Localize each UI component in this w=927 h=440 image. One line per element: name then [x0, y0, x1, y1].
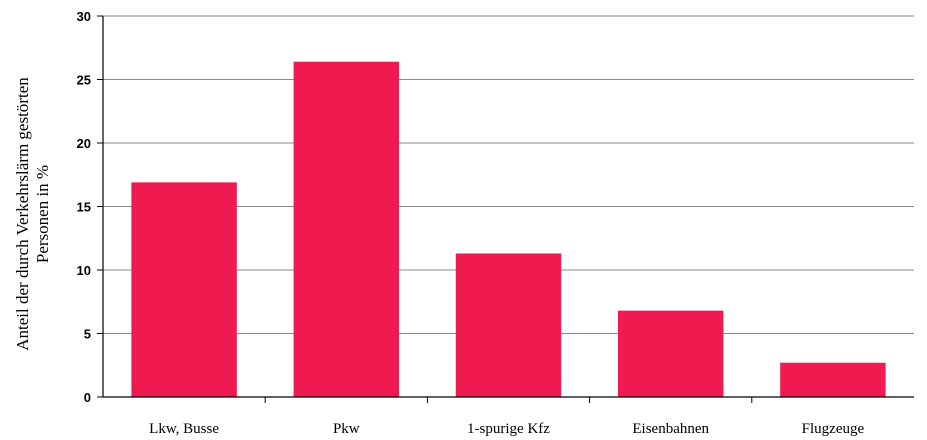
gridlines — [103, 15, 914, 334]
y-tick-label: 15 — [77, 200, 91, 215]
y-axis-label-line-2: Personen in % — [33, 165, 52, 263]
y-tick-label: 25 — [77, 73, 91, 88]
bar — [131, 182, 237, 397]
y-tick-label: 0 — [84, 390, 91, 405]
x-tick-label: Lkw, Busse — [149, 421, 219, 437]
y-axis-label: Anteil der durch Verkehrslärm gestörten … — [13, 77, 52, 351]
bar — [780, 362, 886, 397]
bar — [293, 61, 400, 397]
y-tick-labels: 0 5 10 15 20 25 30 — [77, 9, 91, 405]
y-tick-label: 20 — [77, 136, 91, 151]
x-tick-label: Flugzeuge — [802, 421, 865, 437]
y-tick-label: 10 — [77, 263, 91, 278]
y-tick-label: 30 — [77, 9, 91, 24]
axes — [97, 15, 914, 403]
y-axis-label-line-1: Anteil der durch Verkehrslärm gestörten — [13, 77, 32, 351]
bar — [617, 310, 724, 397]
x-tick-label: 1-spurige Kfz — [467, 421, 550, 437]
y-tick-label: 5 — [84, 327, 91, 342]
x-tick-label: Pkw — [333, 421, 360, 437]
bar — [455, 253, 562, 397]
bars — [131, 61, 886, 397]
x-tick-labels: Lkw, Busse Pkw 1-spurige Kfz Eisenbahnen Flu… — [149, 421, 864, 437]
x-tick-label: Eisenbahnen — [632, 421, 709, 437]
